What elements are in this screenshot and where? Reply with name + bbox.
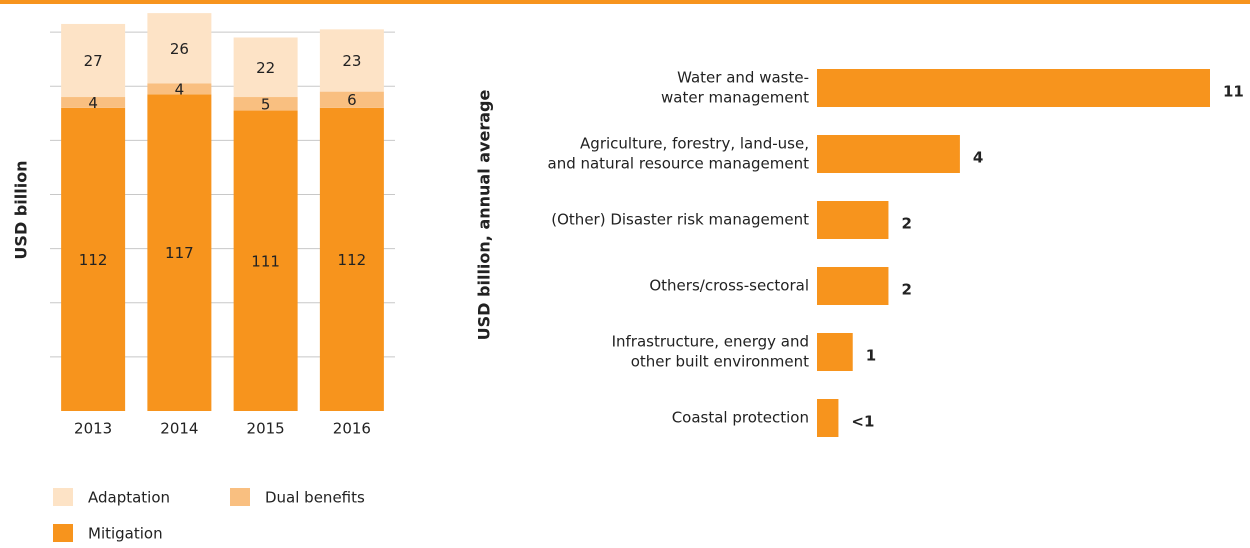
x-tick-label: 2015 xyxy=(247,420,285,438)
legend-label: Dual benefits xyxy=(265,489,365,507)
bar-segment xyxy=(233,97,298,111)
data-label: 2 xyxy=(901,281,911,299)
legend-label: Adaptation xyxy=(88,489,170,507)
bar-segment xyxy=(61,97,126,108)
data-label: <1 xyxy=(851,413,874,431)
bar xyxy=(817,69,1210,107)
bar-segment xyxy=(61,23,126,98)
bar-segment xyxy=(319,91,384,108)
data-label: 5 xyxy=(261,95,271,113)
data-label: 112 xyxy=(79,251,108,269)
data-label: 27 xyxy=(84,52,103,70)
category-label: water management xyxy=(661,89,809,107)
legend-swatch xyxy=(53,524,73,542)
category-label: other built environment xyxy=(631,353,809,371)
y-axis-title: USD billion, annual average xyxy=(475,90,494,341)
bar xyxy=(817,201,889,239)
bar xyxy=(817,333,853,371)
bar xyxy=(817,267,889,305)
category-label: Infrastructure, energy and xyxy=(612,333,809,351)
bar xyxy=(817,399,839,437)
legend-label: Mitigation xyxy=(88,525,163,543)
legend-swatch xyxy=(230,488,250,506)
x-tick-label: 2013 xyxy=(74,420,112,438)
y-axis-title: USD billion xyxy=(12,160,31,259)
data-label: 23 xyxy=(342,52,361,70)
data-label: 4 xyxy=(175,80,185,98)
data-label: 4 xyxy=(973,149,983,167)
bar xyxy=(817,135,960,173)
category-label: (Other) Disaster risk management xyxy=(551,211,809,229)
bar-segment xyxy=(147,13,212,84)
x-tick-label: 2016 xyxy=(333,420,371,438)
x-tick-label: 2014 xyxy=(160,420,198,438)
bar-segment xyxy=(233,110,298,411)
bar-segment xyxy=(61,107,126,411)
legend-swatch xyxy=(53,488,73,506)
data-label: 1 xyxy=(866,347,876,365)
data-label: 2 xyxy=(901,215,911,233)
data-label: 4 xyxy=(88,94,98,112)
data-label: 22 xyxy=(256,59,275,77)
bar-segment xyxy=(147,83,212,95)
bar-segment xyxy=(147,94,212,411)
data-label: 11 xyxy=(1223,83,1244,101)
bar-segment xyxy=(233,37,298,98)
data-label: 111 xyxy=(251,252,280,270)
data-label: 26 xyxy=(170,40,189,58)
category-label: Water and waste- xyxy=(677,69,809,87)
category-label: and natural resource management xyxy=(548,155,810,173)
bar-segment xyxy=(319,107,384,411)
bar-segment xyxy=(319,29,384,92)
top-rule xyxy=(0,0,1250,4)
category-label: Others/cross-sectoral xyxy=(649,277,809,295)
data-label: 117 xyxy=(165,244,194,262)
category-label: Agriculture, forestry, land-use, xyxy=(580,135,809,153)
data-label: 6 xyxy=(347,91,357,109)
category-label: Coastal protection xyxy=(672,409,809,427)
data-label: 112 xyxy=(338,251,367,269)
